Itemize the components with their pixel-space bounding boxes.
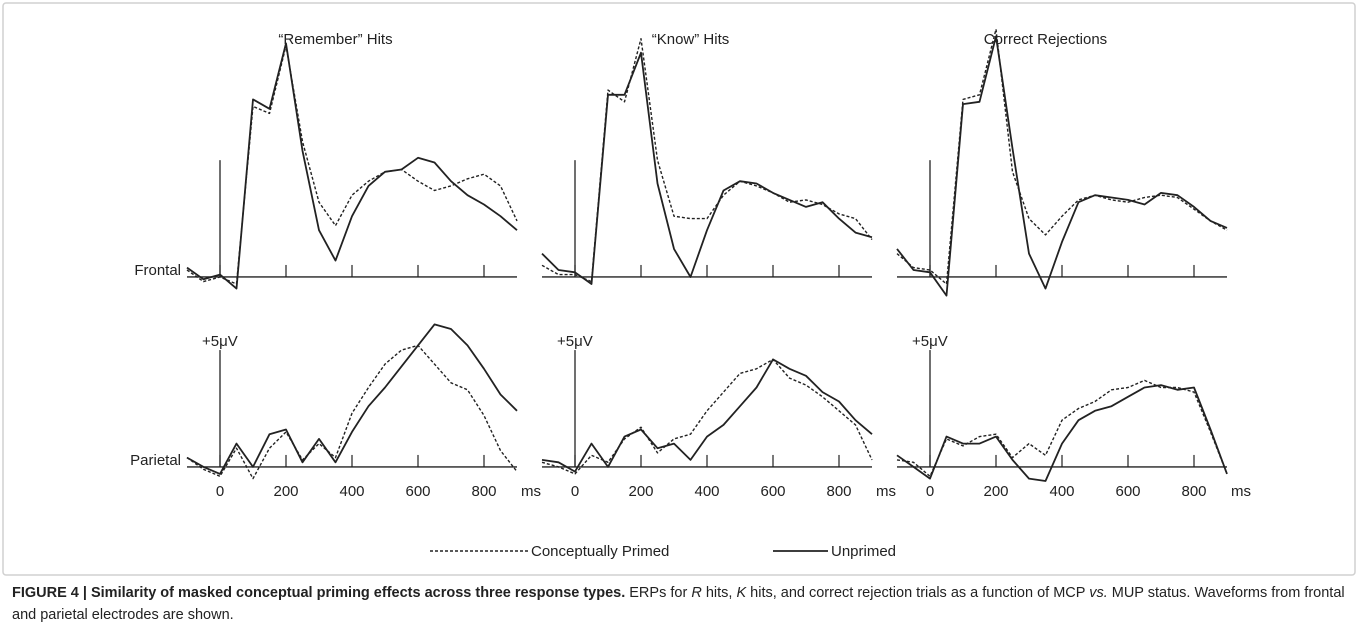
x-axis-label: ms xyxy=(876,483,896,500)
caption: FIGURE 4 | Similarity of masked conceptu… xyxy=(12,582,1346,626)
x-tick-label: 0 xyxy=(926,483,934,500)
caption-label: FIGURE 4 | Similarity of masked conceptu… xyxy=(12,585,626,601)
scale-bar-label: +5μV xyxy=(557,333,593,350)
waveform xyxy=(541,358,873,473)
waveform xyxy=(186,323,518,475)
waveform xyxy=(896,28,1228,285)
row-label: Frontal xyxy=(134,262,181,279)
scale-bar-label: +5μV xyxy=(912,333,948,350)
x-tick-label: 400 xyxy=(694,483,719,500)
caption-text: vs. xyxy=(1089,585,1108,601)
caption-text: R xyxy=(691,585,702,601)
legend-label: Unprimed xyxy=(831,543,896,560)
chart-title: Correct Rejections xyxy=(984,31,1107,48)
x-tick-label: 800 xyxy=(826,483,851,500)
x-axis-label: ms xyxy=(521,483,541,500)
x-tick-label: 200 xyxy=(628,483,653,500)
caption-text: ERPs for xyxy=(629,585,692,601)
caption-text: K xyxy=(736,585,747,601)
legend-label: Conceptually Primed xyxy=(531,543,669,560)
x-axis-label: ms xyxy=(1231,483,1251,500)
waveform xyxy=(896,379,1228,477)
waveform xyxy=(186,344,518,480)
waveform xyxy=(541,38,873,283)
x-tick-label: 600 xyxy=(405,483,430,500)
figure-frame xyxy=(2,2,1356,576)
chart-title: “Know” Hits xyxy=(652,31,730,48)
waveform xyxy=(186,45,518,285)
waveform xyxy=(896,384,1228,482)
scale-bar-label: +5μV xyxy=(202,333,238,350)
x-tick-label: 200 xyxy=(983,483,1008,500)
x-tick-label: 0 xyxy=(571,483,579,500)
x-tick-label: 0 xyxy=(216,483,224,500)
x-tick-label: 200 xyxy=(273,483,298,500)
x-tick-label: 400 xyxy=(339,483,364,500)
x-tick-label: 600 xyxy=(1115,483,1140,500)
x-tick-label: 400 xyxy=(1049,483,1074,500)
waveform xyxy=(896,35,1228,297)
waveform xyxy=(541,358,873,475)
waveform xyxy=(541,51,873,285)
figure: “Remember” Hits Frontal “Know” Hits Correct… xyxy=(2,2,1356,576)
caption-text: MUP status. Waveforms from frontal and p… xyxy=(12,585,1345,623)
row-label: Parietal xyxy=(130,452,181,469)
x-tick-label: 600 xyxy=(760,483,785,500)
caption-text: hits, xyxy=(701,585,737,601)
chart-title: “Remember” Hits xyxy=(278,31,392,48)
x-tick-label: 800 xyxy=(1181,483,1206,500)
caption-text: hits, and correct rejection trials as a … xyxy=(746,585,1090,601)
waveform xyxy=(186,42,518,290)
x-tick-label: 800 xyxy=(471,483,496,500)
